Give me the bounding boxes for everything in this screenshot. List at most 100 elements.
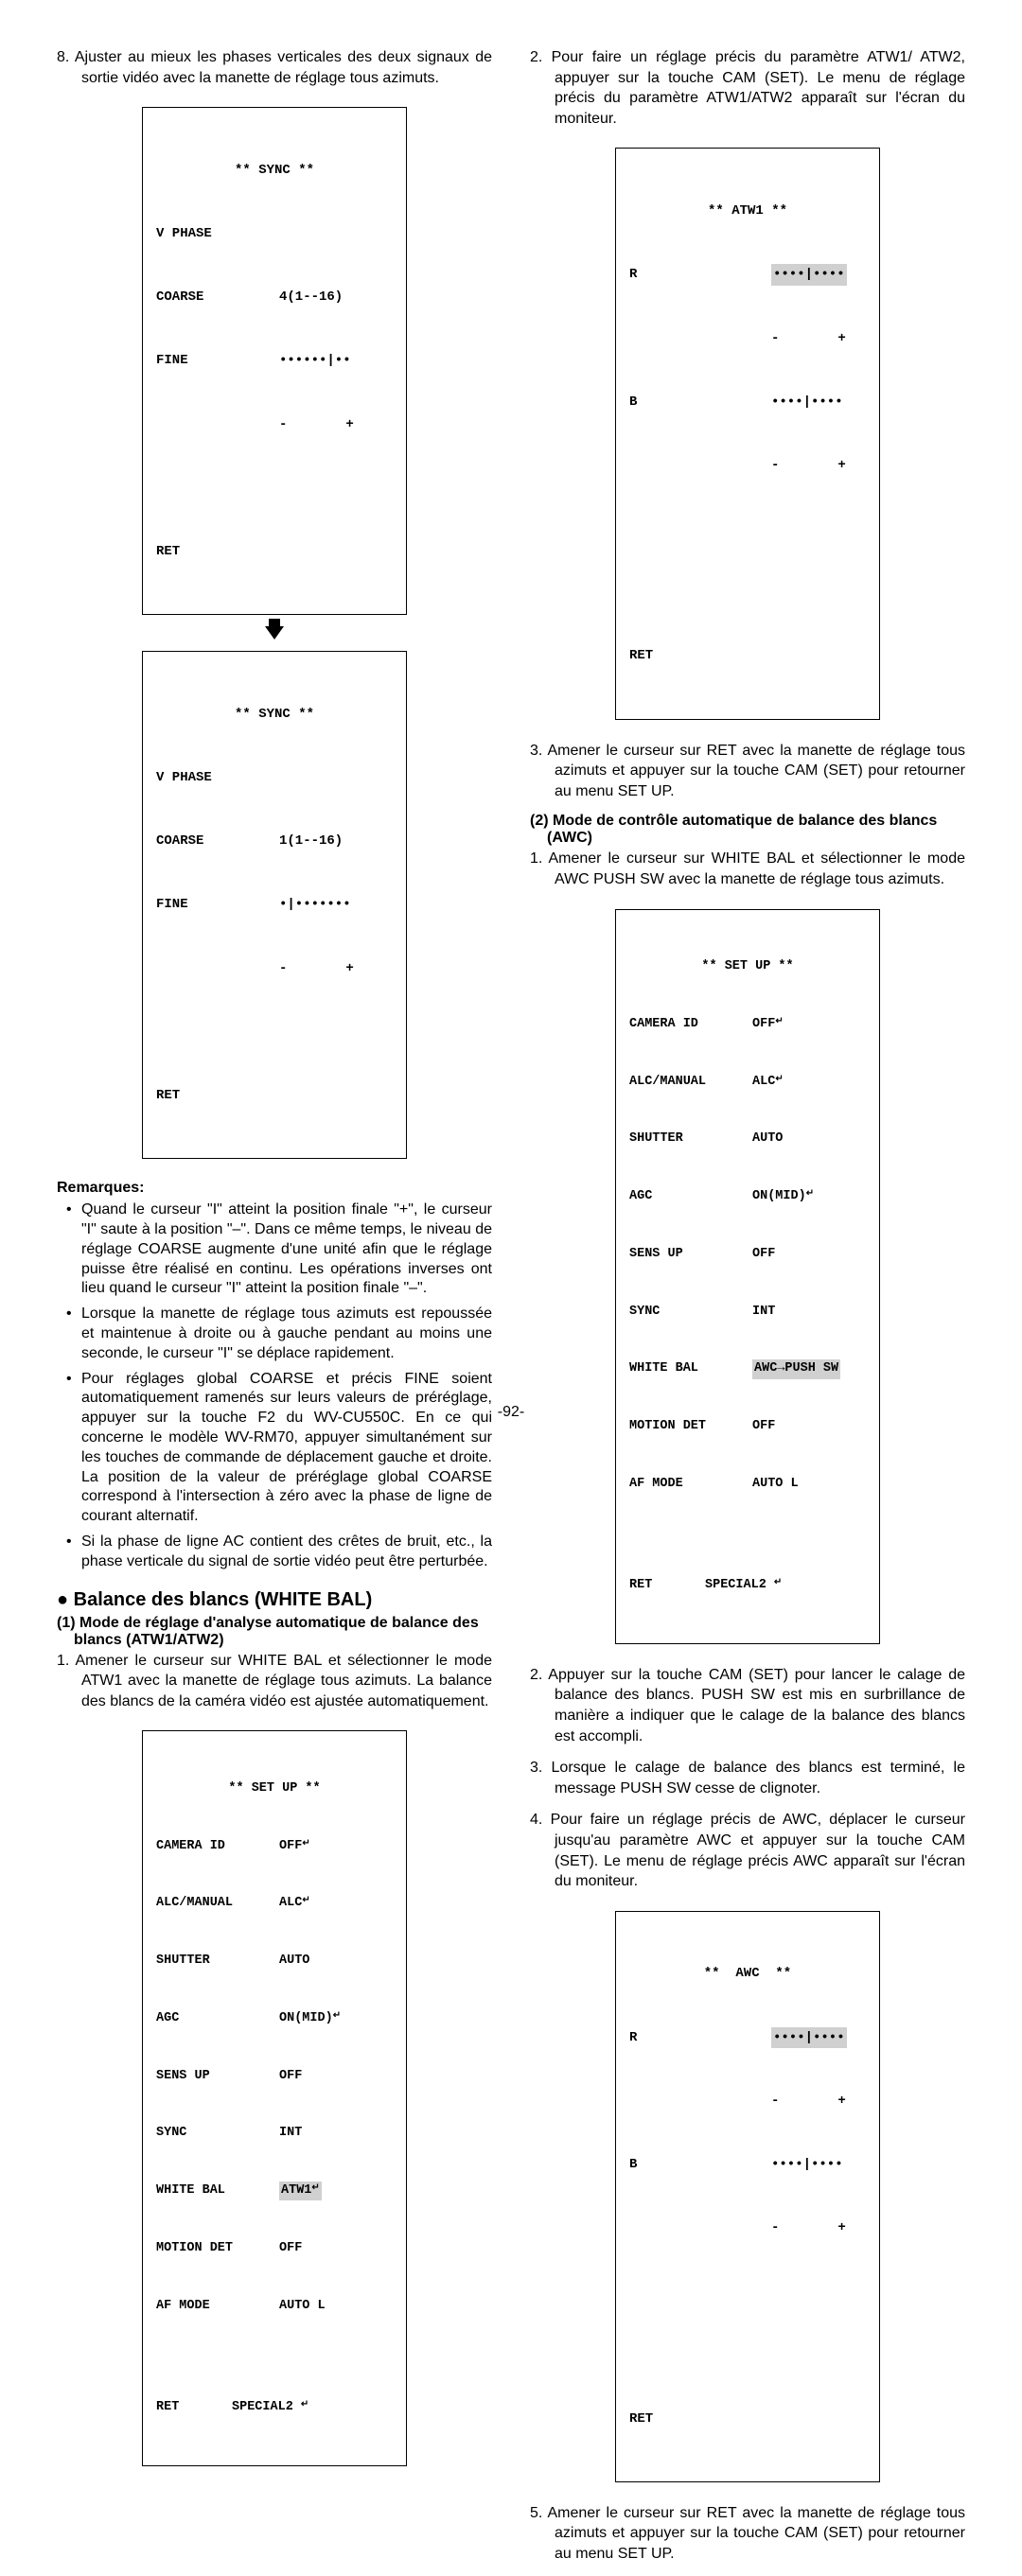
sync1-coarse-l: COARSE <box>156 287 279 307</box>
remarque-4: Si la phase de ligne AC contient des crê… <box>81 1533 492 1572</box>
s2-agc-v: ON(MID)↵ <box>752 1187 814 1206</box>
s2-shutter-l: SHUTTER <box>629 1130 752 1148</box>
s1-wb-v: ATW1↵ <box>279 2182 322 2200</box>
sync1-fine-l: FINE <box>156 350 279 371</box>
right-step4b: 4. Pour faire un réglage précis de AWC, … <box>530 1810 965 1891</box>
s1-shutter-v: AUTO <box>279 1952 309 1971</box>
sync2-scale-l: - <box>279 958 287 979</box>
awc-r-scale-l: - <box>771 2091 779 2112</box>
atw1-ret: RET <box>629 645 866 666</box>
setup2-wrap: ** SET UP ** CAMERA IDOFF↵ ALC/MANUALALC… <box>530 902 965 1652</box>
awc-r-scale-r: + <box>837 2091 845 2112</box>
right-step2b: 2. Appuyer sur la touche CAM (SET) pour … <box>530 1665 965 1746</box>
sync2-vphase: V PHASE <box>156 767 393 788</box>
s2-camid-v: OFF↵ <box>752 1015 784 1034</box>
s1-sync-l: SYNC <box>156 2124 279 2143</box>
s1-af-l: AF MODE <box>156 2297 279 2316</box>
s2-sens-v: OFF <box>752 1245 775 1264</box>
s1-wb-l: WHITE BAL <box>156 2182 279 2200</box>
sync2-coarse-v: 1(1--16) <box>279 831 343 851</box>
sync1-ret: RET <box>156 541 393 562</box>
awc-r-l: R <box>629 2027 771 2048</box>
s1-alc-l: ALC/MANUAL <box>156 1894 279 1913</box>
s2-af-l: AF MODE <box>629 1475 752 1494</box>
s1-af-v: AUTO L <box>279 2297 326 2316</box>
mode2-title: (2) Mode de contrôle automatique de bala… <box>530 813 965 847</box>
s1-sync-v: INT <box>279 2124 302 2143</box>
atw1-r-l: R <box>629 264 771 285</box>
s2-wb-l: WHITE BAL <box>629 1359 752 1378</box>
s1-special: SPECIAL2 ↵ <box>232 2398 308 2417</box>
sync-screens: ** SYNC ** V PHASE COARSE4(1--16) FINE••… <box>57 99 492 1166</box>
sync1-fine-v: ••••••|•• <box>279 350 351 371</box>
awc-screen: ** AWC ** R••••|•••• -+ B••••|•••• -+ RE… <box>615 1911 880 2482</box>
s1-camid-l: CAMERA ID <box>156 1837 279 1856</box>
s2-alc-v: ALC↵ <box>752 1073 784 1092</box>
s1-alc-v: ALC↵ <box>279 1894 310 1913</box>
s1-camid-v: OFF↵ <box>279 1837 310 1856</box>
setup2-title: ** SET UP ** <box>629 957 866 976</box>
page-number: -92- <box>0 1404 1022 1421</box>
s2-special: SPECIAL2 ↵ <box>705 1576 782 1595</box>
atw1-b-l: B <box>629 392 771 412</box>
mode1-step1: 1. Amener le curseur sur WHITE BAL et sé… <box>57 1651 492 1712</box>
atw1-title: ** ATW1 ** <box>629 201 866 221</box>
setup1-title: ** SET UP ** <box>156 1779 393 1798</box>
left-column: 8. Ajuster au mieux les phases verticale… <box>57 47 492 2576</box>
atw1-b-scale-l: - <box>771 455 779 476</box>
sync1-vphase: V PHASE <box>156 223 393 244</box>
awc-title: ** AWC ** <box>629 1963 866 1984</box>
arrow-down-icon <box>265 626 284 640</box>
remarque-2: Lorsque la manette de réglage tous azimu… <box>81 1305 492 1363</box>
remarques-list: Quand le curseur "I" atteint la position… <box>57 1200 492 1571</box>
s1-md-l: MOTION DET <box>156 2239 279 2258</box>
s2-ret: RET <box>629 1576 705 1595</box>
right-step3b: 3. Lorsque le calage de balance des blan… <box>530 1758 965 1798</box>
sync2-title: ** SYNC ** <box>156 704 393 725</box>
awc-ret: RET <box>629 2409 866 2429</box>
sync2-fine-l: FINE <box>156 894 279 915</box>
s2-shutter-v: AUTO <box>752 1130 783 1148</box>
s1-sens-v: OFF <box>279 2067 302 2086</box>
s2-agc-l: AGC <box>629 1187 752 1206</box>
remarque-1: Quand le curseur "I" atteint la position… <box>81 1200 492 1299</box>
awc-b-scale-r: + <box>837 2217 845 2238</box>
sync2-coarse-l: COARSE <box>156 831 279 851</box>
s2-camid-l: CAMERA ID <box>629 1015 752 1034</box>
awc-wrap: ** AWC ** R••••|•••• -+ B••••|•••• -+ RE… <box>530 1903 965 2490</box>
awc-b-scale-l: - <box>771 2217 779 2238</box>
s1-md-v: OFF <box>279 2239 302 2258</box>
awc-b-v: ••••|•••• <box>771 2154 843 2175</box>
setup-screen-1: ** SET UP ** CAMERA IDOFF↵ ALC/MANUALALC… <box>142 1730 407 2465</box>
s2-wb-v: AWC→PUSH SW <box>752 1359 840 1378</box>
mode2-step1: 1. Amener le curseur sur WHITE BAL et sé… <box>530 849 965 889</box>
right-column: 2. Pour faire un réglage précis du param… <box>530 47 965 2576</box>
s2-sync-v: INT <box>752 1303 775 1322</box>
sync2-fine-v: •|••••••• <box>279 894 351 915</box>
setup1-wrap: ** SET UP ** CAMERA IDOFF↵ ALC/MANUALALC… <box>57 1723 492 2473</box>
atw1-r-scale-l: - <box>771 328 779 349</box>
sync1-title: ** SYNC ** <box>156 160 393 181</box>
atw1-r-scale-r: + <box>837 328 845 349</box>
right-step3: 3. Amener le curseur sur RET avec la man… <box>530 741 965 802</box>
sync-screen-2: ** SYNC ** V PHASE COARSE1(1--16) FINE•|… <box>142 651 407 1159</box>
sync1-scale-r: + <box>345 414 353 435</box>
sync2-ret: RET <box>156 1085 393 1106</box>
sync1-coarse-v: 4(1--16) <box>279 287 343 307</box>
atw1-b-v: ••••|•••• <box>771 392 843 412</box>
setup-screen-2: ** SET UP ** CAMERA IDOFF↵ ALC/MANUALALC… <box>615 909 880 1644</box>
atw1-screen: ** ATW1 ** R••••|•••• -+ B••••|•••• -+ R… <box>615 148 880 719</box>
sync-screen-1: ** SYNC ** V PHASE COARSE4(1--16) FINE••… <box>142 107 407 615</box>
mode1-title: (1) Mode de réglage d'analyse automatiqu… <box>57 1615 492 1649</box>
white-bal-heading: ● Balance des blancs (WHITE BAL) <box>57 1589 492 1611</box>
s1-shutter-l: SHUTTER <box>156 1952 279 1971</box>
s2-sens-l: SENS UP <box>629 1245 752 1264</box>
atw1-r-v: ••••|•••• <box>771 264 847 285</box>
s1-sens-l: SENS UP <box>156 2067 279 2086</box>
s1-ret: RET <box>156 2398 232 2417</box>
sync2-scale-r: + <box>345 958 353 979</box>
awc-r-v: ••••|•••• <box>771 2027 847 2048</box>
s2-af-v: AUTO L <box>752 1475 799 1494</box>
right-step2: 2. Pour faire un réglage précis du param… <box>530 47 965 129</box>
s2-alc-l: ALC/MANUAL <box>629 1073 752 1092</box>
